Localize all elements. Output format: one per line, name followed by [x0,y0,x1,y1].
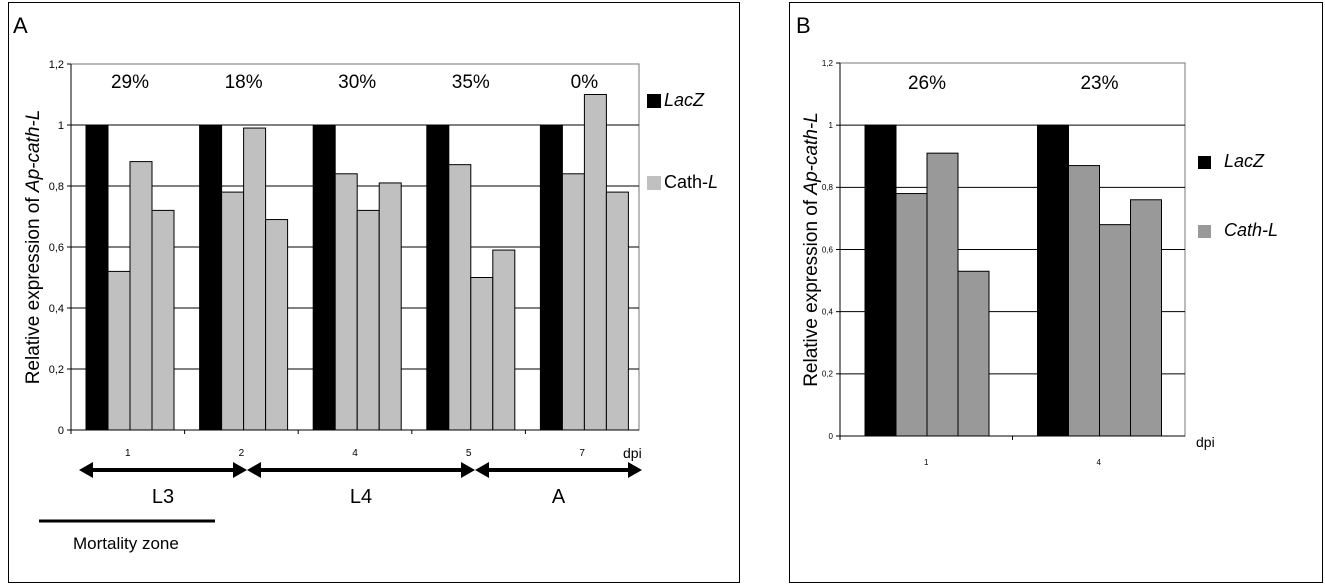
bar-lacz [864,124,897,437]
x-tick-label: 2 [239,448,245,459]
y-tick-label: 1,2 [49,59,64,71]
x-tick-label: 1 [924,458,929,467]
legend-swatch [647,176,661,190]
percent-label: 29% [111,72,149,93]
bar-cath-l [378,182,402,431]
y-tick-label: 0,2 [822,370,834,379]
legend-label: Cath-L [664,172,718,192]
bar-cath-l [895,193,928,437]
x-tick-label: 4 [352,448,358,459]
arrowhead [79,462,93,478]
arrowhead [475,462,489,478]
bar-cath-l [1130,199,1162,437]
bar-cath-l [221,191,245,431]
bar-cath-l [243,127,267,431]
bar-cath-l [492,249,516,431]
bar-lacz [199,124,223,431]
bar-cath-l [605,191,629,431]
y-tick-label: 0,4 [822,307,834,316]
arrowhead [233,462,247,478]
arrowhead [461,462,475,478]
bar-lacz [85,124,109,431]
y-tick-label: 0 [829,432,834,441]
y-tick-label: 0,8 [822,183,834,192]
percent-label: 35% [452,72,490,93]
legend-swatch [1198,225,1211,238]
legend-label: LacZ [664,90,705,110]
y-tick-label: 0,8 [49,181,64,193]
x-unit-label: dpi [623,445,642,461]
y-tick-label: 0 [58,425,64,437]
panel-b: B 0 0,2 0,4 0,6 0,8 1 1,2 Relative expression of… [789,2,1323,583]
legend-label: Cath-L [1224,220,1278,240]
bar-cath-l [265,219,289,431]
x-unit-label: dpi [1196,434,1215,450]
bar-cath-l [926,152,959,437]
percent-label: 26% [908,73,946,94]
percent-label: 30% [338,72,376,93]
bar-lacz [539,124,563,431]
panel-a: A 0 0,2 0,4 0,6 0,8 1 1,2 Relative expression of… [8,2,740,583]
legend-label: LacZ [1224,151,1265,171]
bar-cath-l [957,270,990,437]
bar-cath-l [448,164,472,431]
y-axis-label: Relative expression of Ap-cath-L [801,112,822,387]
y-tick-label: 0,2 [49,364,64,376]
bar-cath-l [1068,165,1100,437]
bar-lacz [312,124,336,431]
arrowhead [247,462,261,478]
bar-cath-l [1099,224,1131,437]
chart-b: B 0 0,2 0,4 0,6 0,8 1 1,2 Relative expression of… [796,13,1278,467]
bar-cath-l [107,270,131,431]
bar-cath-l [356,209,380,431]
y-tick-label: 0,6 [49,242,64,254]
x-tick-label: 1 [125,448,131,459]
bar-cath-l [151,209,175,431]
legend-swatch [647,94,661,108]
bar-cath-l [583,94,607,431]
bar-lacz [1037,124,1069,437]
chart-a: A 0 0,2 0,4 0,6 0,8 1 1,2 Relative expression of… [13,13,718,553]
y-tick-label: 1 [829,121,834,130]
bar-cath-l [334,173,358,431]
y-tick-label: 0,6 [822,245,834,254]
mortality-zone-label: Mortality zone [73,534,179,553]
panel-letter: B [796,13,811,38]
percent-label: 23% [1080,73,1118,94]
stage-label: A [552,486,566,508]
percent-label: 18% [225,72,263,93]
bar-cath-l [470,277,494,431]
bar-cath-l [561,173,585,431]
arrowhead [628,462,642,478]
percent-label: 0% [571,72,599,93]
y-axis-label: Relative expression of Ap-cath-L [23,110,44,385]
x-tick-label: 7 [579,448,585,459]
x-tick-label: 4 [1097,458,1102,467]
bar-lacz [426,124,450,431]
panel-letter: A [13,13,28,38]
stage-label: L4 [350,486,372,508]
x-tick-label: 5 [466,448,472,459]
stage-label: L3 [152,486,174,508]
bar-cath-l [129,161,153,431]
y-tick-label: 1 [58,120,64,132]
legend-swatch [1198,156,1211,169]
y-tick-label: 1,2 [822,59,834,68]
y-tick-label: 0,4 [49,303,64,315]
